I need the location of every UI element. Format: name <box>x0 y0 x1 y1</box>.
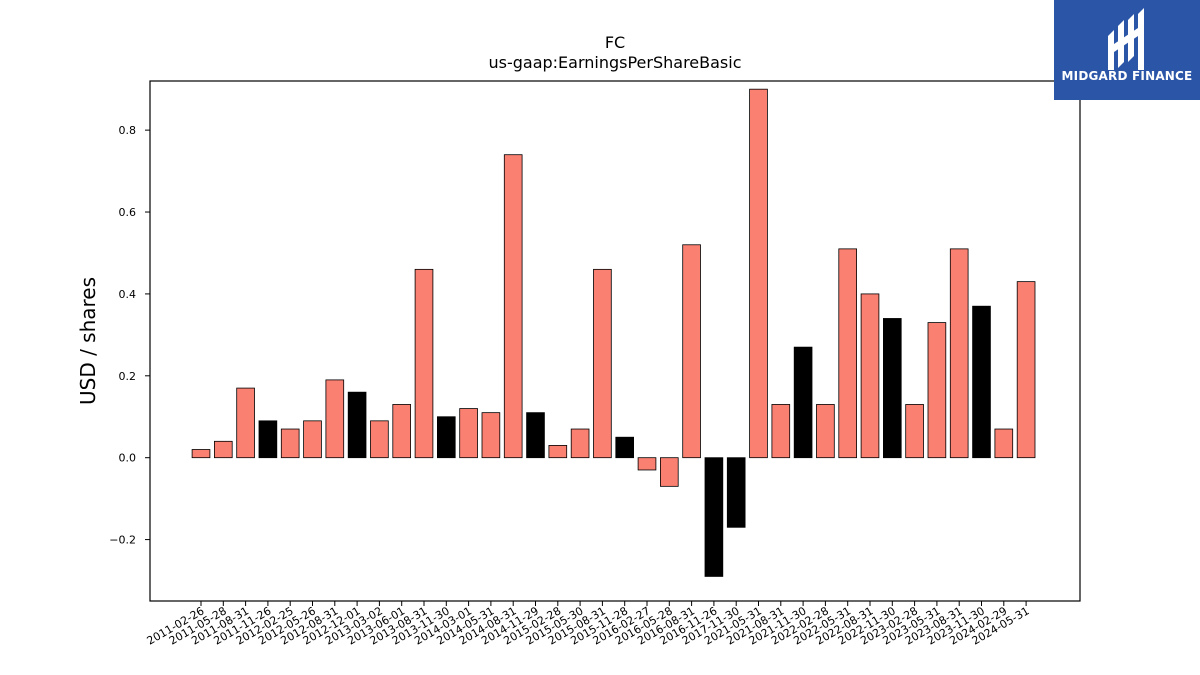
bar-2022-05-31 <box>838 248 857 459</box>
plot-frame <box>149 80 1081 602</box>
y-tick-label: 0.0 <box>119 452 137 465</box>
bar-2012-05-26 <box>303 420 322 459</box>
bar-2015-05-30 <box>570 428 590 459</box>
y-axis-label: USD / shares <box>76 277 100 405</box>
midgard-finance-logo: MIDGARD FINANCE <box>1054 0 1200 100</box>
bars-group <box>191 88 1036 577</box>
bar-2016-02-27 <box>637 457 657 471</box>
bar-2023-05-31 <box>927 322 947 459</box>
bar-2017-11-30 <box>726 457 746 528</box>
y-tick-label: 0.6 <box>119 206 137 219</box>
y-tick-label: −0.2 <box>109 534 136 547</box>
bar-2016-08-31 <box>682 244 701 459</box>
bar-2016-11-26 <box>704 457 724 577</box>
bar-2013-08-31 <box>414 268 434 459</box>
bar-2016-05-28 <box>660 457 679 487</box>
y-tick-label: 0.2 <box>119 370 137 383</box>
bar-2021-05-31 <box>749 88 768 459</box>
logo-text: MIDGARD FINANCE <box>1061 69 1193 83</box>
bar-2021-11-30 <box>793 346 813 459</box>
bar-2014-05-31 <box>481 412 501 459</box>
logo-mark-icon <box>1108 8 1144 70</box>
chart-subtitle: us-gaap:EarningsPerShareBasic <box>488 53 741 72</box>
y-ticks-group: −0.2 0.0 0.2 0.4 0.6 0.8 <box>109 124 150 547</box>
bar-2015-02-28 <box>548 445 568 459</box>
bar-2023-08-31 <box>949 248 969 459</box>
bar-2021-08-31 <box>771 404 791 459</box>
chart-title: FC <box>605 33 625 52</box>
bar-2023-11-30 <box>972 305 991 459</box>
bar-2011-11-26 <box>258 420 278 459</box>
bar-2011-08-31 <box>236 387 255 459</box>
bar-2014-08-31 <box>503 154 523 459</box>
bar-2012-02-25 <box>280 428 300 459</box>
bar-2024-02-29 <box>994 428 1014 459</box>
bar-2012-12-01 <box>347 391 367 459</box>
bar-2011-05-28 <box>213 440 233 459</box>
x-ticks-group: 2011-02-262011-05-282011-08-312011-11-26… <box>145 601 1032 648</box>
y-tick-label: 0.4 <box>119 288 137 301</box>
bar-2024-05-31 <box>1016 281 1036 459</box>
bar-2022-11-30 <box>883 318 902 459</box>
y-tick-label: 0.8 <box>119 124 137 137</box>
bar-2014-11-29 <box>526 412 545 459</box>
bar-2013-03-02 <box>370 420 389 459</box>
bar-2015-11-28 <box>615 436 634 459</box>
bar-2011-02-26 <box>191 449 211 459</box>
bar-2023-02-28 <box>905 404 924 459</box>
bar-2012-08-31 <box>325 379 345 459</box>
bar-2013-11-30 <box>436 416 456 459</box>
bar-2014-03-01 <box>459 408 478 459</box>
bar-2015-08-31 <box>593 268 612 459</box>
bar-2022-08-31 <box>860 293 880 459</box>
bar-2022-02-28 <box>816 404 835 459</box>
bar-2013-06-01 <box>392 404 411 459</box>
